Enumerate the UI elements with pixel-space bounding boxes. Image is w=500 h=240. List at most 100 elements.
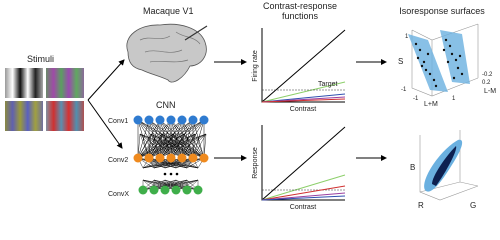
- stimulus-tile: [46, 68, 84, 98]
- point: [456, 66, 460, 70]
- point: [416, 56, 420, 60]
- axis-label: L-M: [484, 88, 496, 95]
- connection: [181, 119, 205, 159]
- neuron: [166, 115, 176, 125]
- surface: [440, 30, 470, 84]
- connection: [164, 157, 205, 169]
- neuron: [199, 115, 209, 125]
- layer-label: Conv1: [108, 118, 128, 125]
- neuron: [144, 115, 154, 125]
- point: [450, 52, 454, 56]
- neuron: [133, 115, 143, 125]
- axis-label: G: [470, 201, 476, 210]
- point: [418, 48, 422, 52]
- connection: [172, 133, 205, 159]
- connection: [150, 133, 205, 159]
- axis-label: L+M: [424, 101, 438, 108]
- curve: [261, 174, 346, 201]
- cnn-label: CNN: [156, 100, 176, 110]
- layer-label: ConvX: [108, 191, 129, 198]
- point: [424, 68, 428, 72]
- y-axis-label: Response: [252, 147, 259, 179]
- connection: [183, 133, 205, 159]
- stimulus-tile: [46, 101, 84, 131]
- tick-label: -1: [401, 87, 407, 93]
- macaque-label: Macaque V1: [143, 6, 194, 16]
- figure: Stimuli Macaque V1 CNN Conv1 Conv2 ConvX…: [5, 1, 496, 211]
- point: [426, 52, 430, 56]
- arrow: [87, 99, 123, 149]
- curve: [261, 81, 346, 103]
- ellipsis-dot: [175, 172, 179, 176]
- arrow: [87, 59, 125, 101]
- neuron: [155, 115, 165, 125]
- connection: [161, 133, 205, 159]
- crf-plot: Target Firing rate Contrast: [252, 28, 346, 113]
- axis-label: B: [410, 163, 415, 172]
- neuron: [155, 153, 165, 163]
- ellipsis-dot: [163, 172, 167, 176]
- connection: [142, 157, 172, 169]
- cnn-network: [133, 115, 209, 195]
- curve: [261, 195, 346, 201]
- neuron: [188, 115, 198, 125]
- neuron: [182, 185, 192, 195]
- tick-label: 0.2: [482, 80, 491, 86]
- point: [442, 48, 446, 52]
- connection: [164, 179, 199, 191]
- point: [444, 38, 448, 42]
- point: [458, 54, 462, 58]
- point: [428, 72, 432, 76]
- section-title: Contrast-response: [263, 1, 337, 11]
- brain-sulci: [139, 31, 201, 63]
- y-axis-label: Firing rate: [252, 50, 259, 82]
- neuron: [177, 153, 187, 163]
- connection: [159, 119, 205, 159]
- curve: [261, 98, 346, 103]
- point: [460, 72, 464, 76]
- electrode: [184, 25, 208, 41]
- iso-plot: S L+M L-M 1 -1 -1 1 -0.2 0.2: [398, 23, 496, 108]
- point: [448, 44, 452, 48]
- point: [454, 58, 458, 62]
- connection: [139, 133, 194, 159]
- curve: [261, 185, 346, 201]
- brain: [126, 23, 207, 83]
- neuron: [188, 153, 198, 163]
- data-points: [414, 38, 464, 88]
- connection: [175, 157, 205, 169]
- target-label: Target: [318, 81, 338, 88]
- neuron: [160, 185, 170, 195]
- tick-label: 1: [405, 34, 409, 40]
- crf-plot: Response Contrast: [252, 125, 346, 211]
- connection: [137, 119, 172, 159]
- curve: [261, 29, 346, 103]
- connection: [142, 179, 177, 191]
- ellipsis-dot: [169, 172, 173, 176]
- connection: [137, 119, 150, 159]
- layer-label: Conv2: [108, 157, 128, 164]
- neuron: [199, 153, 209, 163]
- connection: [139, 133, 161, 159]
- tick-label: -0.2: [482, 72, 493, 78]
- section-title: Isoresponse surfaces: [399, 6, 485, 16]
- neuron: [166, 153, 176, 163]
- tick-label: 1: [452, 96, 456, 102]
- axis-label: S: [398, 57, 403, 66]
- stimulus-tile: [5, 101, 43, 131]
- point: [432, 78, 436, 82]
- stimuli-label: Stimuli: [27, 54, 54, 64]
- connection: [139, 133, 183, 159]
- x-axis-label: Contrast: [290, 204, 317, 211]
- point: [434, 84, 438, 88]
- point: [422, 60, 426, 64]
- point: [420, 64, 424, 68]
- tick-label: -1: [413, 96, 419, 102]
- neuron: [193, 185, 203, 195]
- point: [446, 60, 450, 64]
- axis-label: R: [418, 201, 424, 210]
- x-axis-label: Contrast: [290, 106, 317, 113]
- neuron: [149, 185, 159, 195]
- neuron: [144, 153, 154, 163]
- stimulus-tile: [5, 68, 43, 98]
